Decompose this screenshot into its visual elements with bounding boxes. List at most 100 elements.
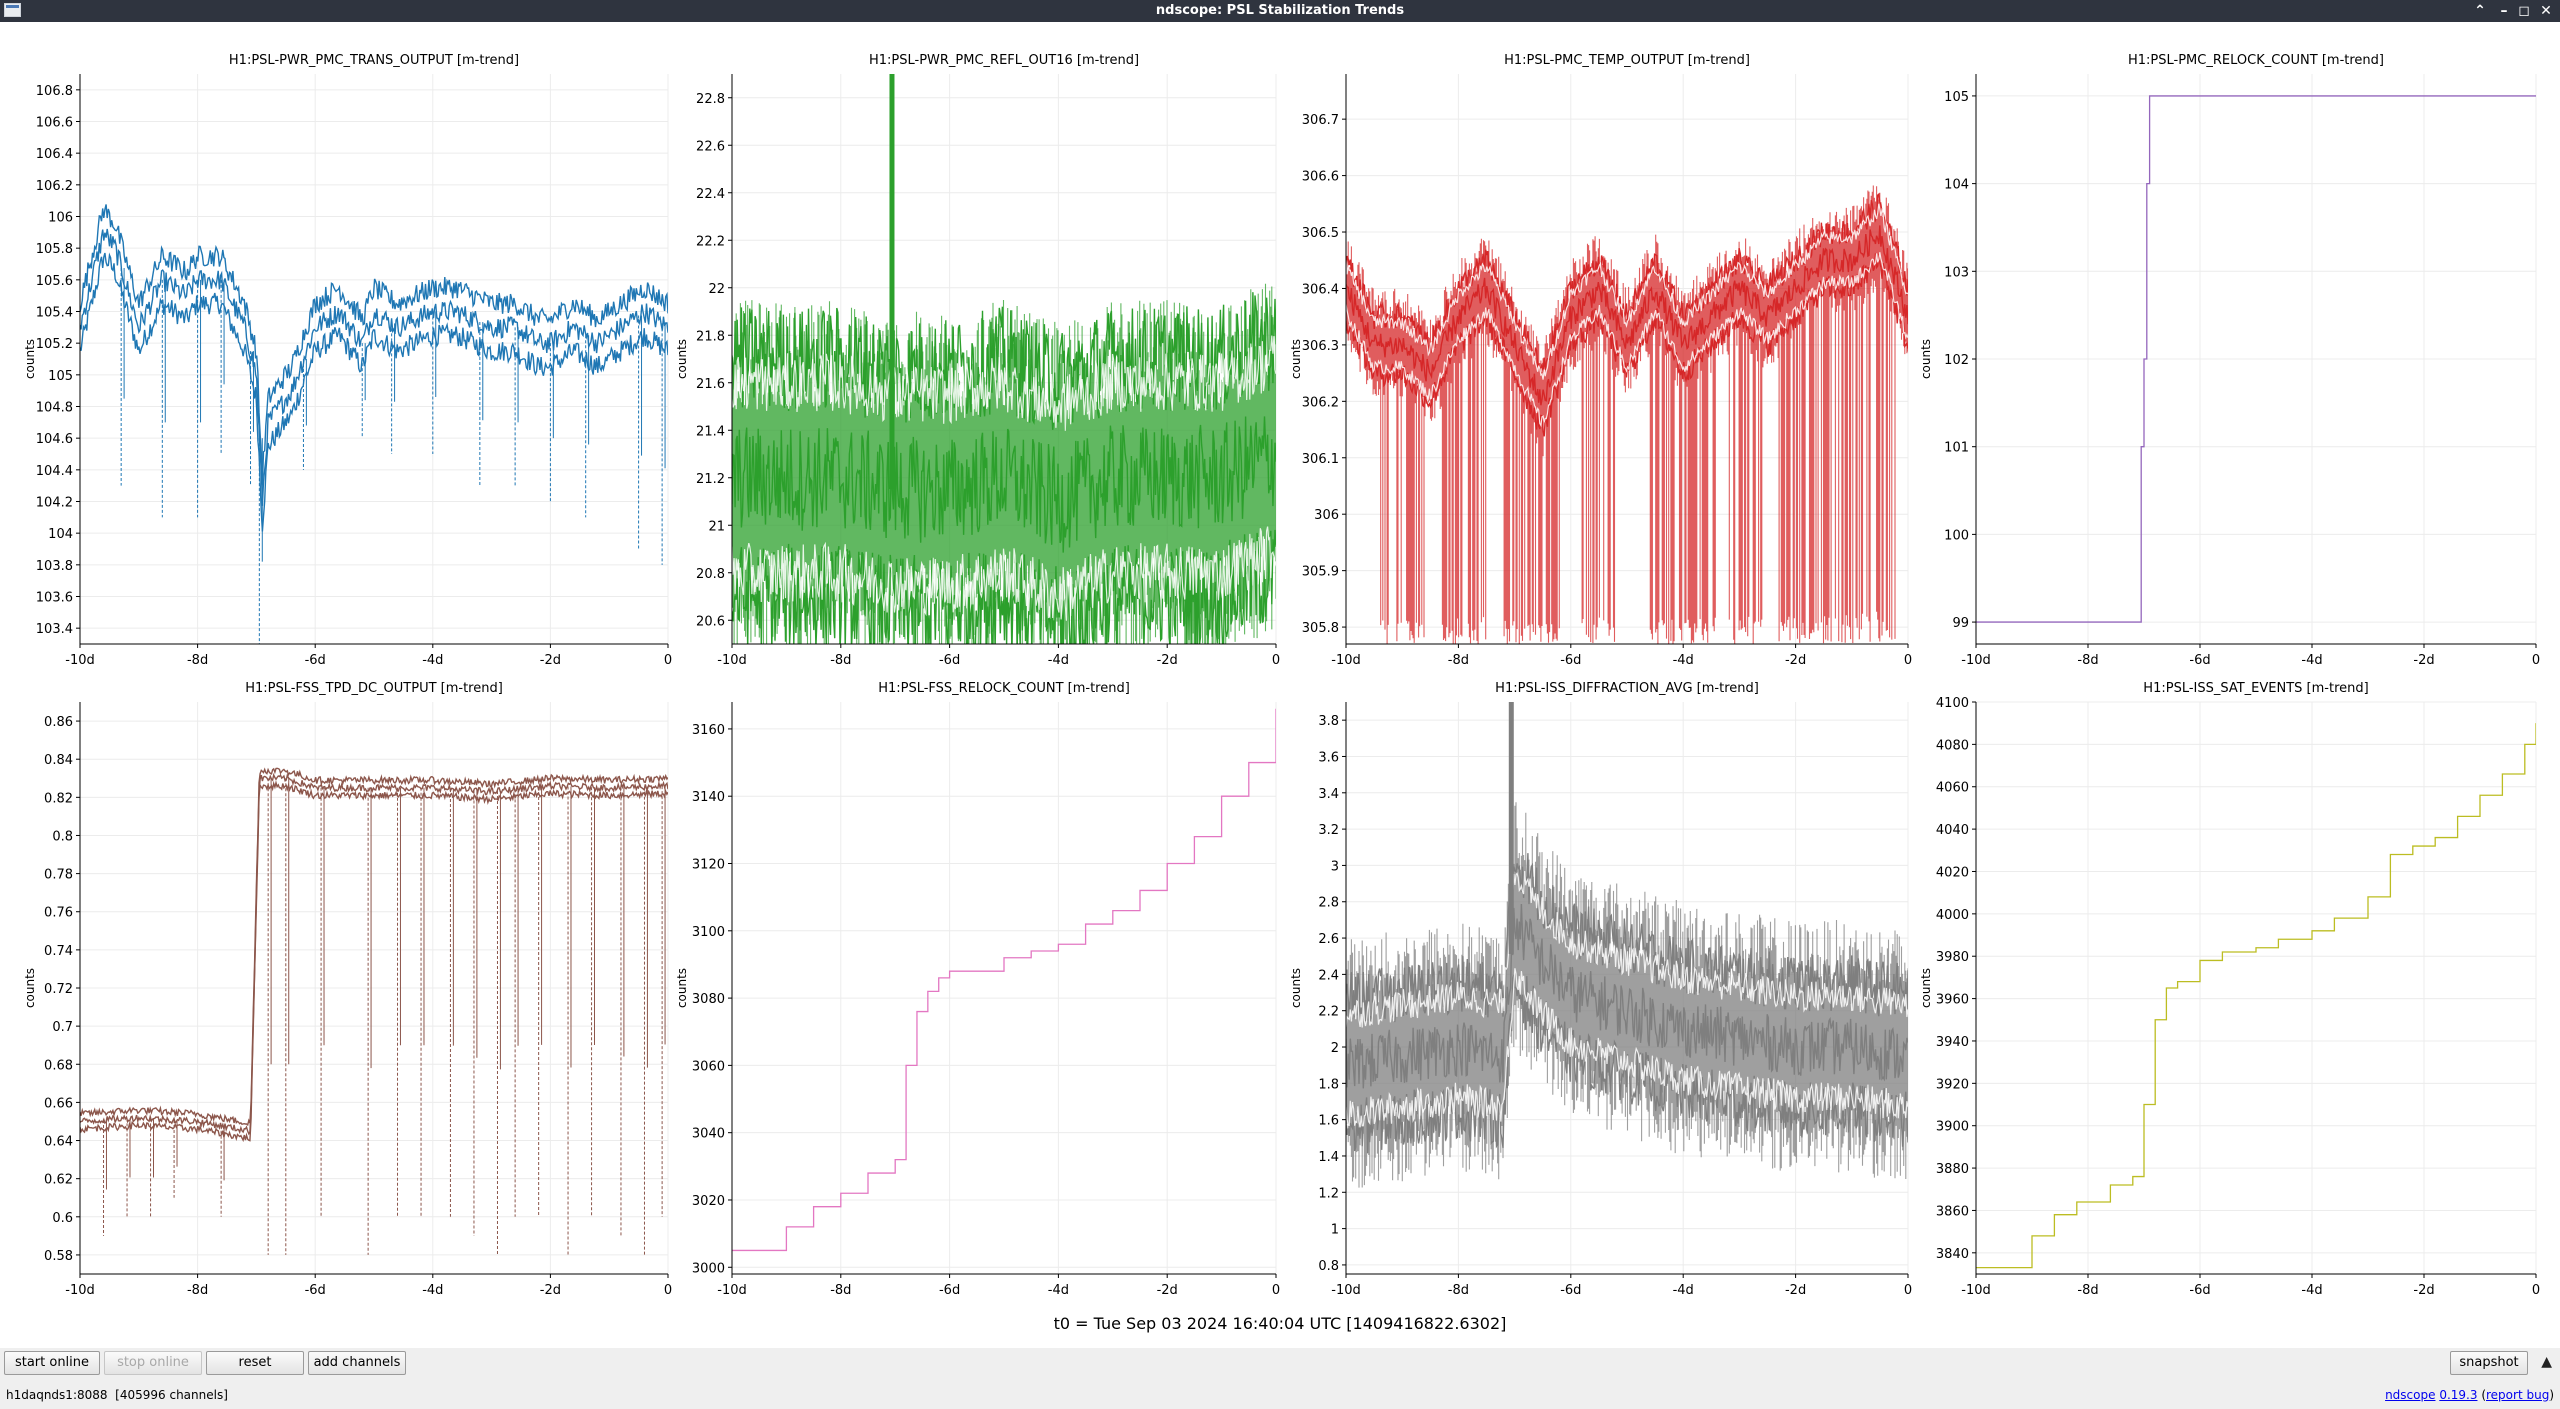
x-tick-label: -4d	[1673, 653, 1694, 668]
series-seam	[1346, 968, 1908, 1128]
stop-online-button[interactable]: stop online	[104, 1351, 202, 1375]
close-icon[interactable]: ✕	[2540, 3, 2552, 19]
y-tick-label: 0.66	[44, 1096, 73, 1111]
plot-panel[interactable]: H1:PSL-ISS_SAT_EVENTS [m-trend] counts 384…	[1919, 681, 2540, 1298]
maximize-icon[interactable]: ◻	[2518, 3, 2530, 19]
version-link[interactable]: 0.19.3	[2439, 1388, 2478, 1402]
plot-panel[interactable]: H1:PSL-ISS_DIFFRACTION_AVG [m-trend] coun…	[1289, 681, 1912, 1298]
channel-count: [405996 channels]	[115, 1388, 228, 1402]
y-tick-label: 306.4	[1302, 282, 1339, 297]
series-line	[1346, 225, 1908, 406]
y-tick-label: 103.8	[36, 559, 73, 574]
add-channels-button[interactable]: add channels	[308, 1351, 406, 1375]
y-tick-label: 103	[1944, 265, 1969, 280]
x-tick-label: -4d	[2301, 653, 2322, 668]
server-address: h1daqnds1:8088	[6, 1388, 108, 1402]
y-tick-label: 106.6	[36, 116, 73, 131]
y-axis-label: counts	[1289, 339, 1303, 379]
y-tick-label: 0.86	[44, 715, 73, 730]
y-tick-label: 4060	[1936, 781, 1969, 796]
y-tick-label: 106.4	[36, 147, 73, 162]
plot-panel[interactable]: H1:PSL-PWR_PMC_TRANS_OUTPUT [m-trend] cou…	[23, 53, 672, 668]
y-tick-label: 0.78	[44, 868, 73, 883]
x-tick-label: 0	[2532, 653, 2540, 668]
y-tick-label: 305.9	[1302, 565, 1339, 580]
y-tick-label: 104.2	[36, 496, 73, 511]
plot-panel[interactable]: H1:PSL-PMC_TEMP_OUTPUT [m-trend] counts 30…	[1289, 53, 1912, 668]
plot-panel[interactable]: H1:PSL-PMC_RELOCK_COUNT [m-trend] counts 9…	[1919, 53, 2540, 668]
y-tick-label: 21.4	[696, 424, 725, 439]
y-tick-label: 2.8	[1318, 896, 1339, 911]
series-line	[80, 772, 668, 1136]
y-tick-label: 306.2	[1302, 395, 1339, 410]
y-tick-label: 3060	[692, 1059, 725, 1074]
y-tick-label: 22.6	[696, 139, 725, 154]
series-seam	[732, 526, 1276, 621]
minimize-icon[interactable]: –	[2500, 3, 2508, 19]
x-tick-label: 0	[664, 1283, 672, 1298]
y-tick-label: 105	[1944, 90, 1969, 105]
y-tick-label: 306.6	[1302, 170, 1339, 185]
plot-series	[1346, 702, 1908, 1188]
y-tick-label: 105.6	[36, 274, 73, 289]
series-line	[1976, 95, 2536, 623]
chevron-up-icon[interactable]: ▲	[2541, 1354, 2552, 1370]
y-tick-label: 103.4	[36, 622, 73, 637]
plot-panel[interactable]: H1:PSL-FSS_TPD_DC_OUTPUT [m-trend] counts…	[23, 681, 672, 1298]
y-tick-label: 0.82	[44, 791, 73, 806]
plot-series	[80, 767, 668, 1255]
y-tick-label: 1.4	[1318, 1150, 1339, 1165]
report-close-paren: )	[2549, 1388, 2554, 1402]
plot-title: H1:PSL-PMC_RELOCK_COUNT [m-trend]	[2128, 53, 2384, 68]
y-tick-label: 4020	[1936, 865, 1969, 880]
x-tick-label: -6d	[1560, 653, 1581, 668]
plot-panel[interactable]: H1:PSL-FSS_RELOCK_COUNT [m-trend]counts3…	[675, 681, 1280, 1298]
y-tick-label: 100	[1944, 528, 1969, 543]
y-tick-label: 0.64	[44, 1135, 73, 1150]
y-tick-label: 99	[1952, 616, 1969, 631]
y-tick-label: 3100	[692, 925, 725, 940]
y-tick-label: 2.2	[1318, 1005, 1339, 1020]
x-tick-label: -8d	[187, 653, 208, 668]
y-tick-label: 0.6	[52, 1211, 73, 1226]
axes	[79, 74, 668, 645]
y-axis-label: counts	[23, 968, 37, 1008]
y-tick-label: 104.4	[36, 464, 73, 479]
y-tick-label: 3000	[692, 1261, 725, 1276]
x-tick-label: -2d	[540, 1283, 561, 1298]
start-online-button[interactable]: start online	[4, 1351, 100, 1375]
plot-panel[interactable]: H1:PSL-PWR_PMC_REFL_OUT16 [m-trend] count…	[675, 53, 1280, 673]
x-tick-label: 0	[2532, 1283, 2540, 1298]
y-tick-label: 105	[48, 369, 73, 384]
x-tick-label: -4d	[1673, 1283, 1694, 1298]
y-tick-label: 0.76	[44, 906, 73, 921]
y-tick-label: 1	[1331, 1223, 1339, 1238]
y-tick-label: 22	[708, 282, 725, 297]
y-tick-label: 2	[1331, 1041, 1339, 1056]
x-tick-label: -6d	[1560, 1283, 1581, 1298]
report-open-paren: (	[2481, 1388, 2486, 1402]
y-tick-label: 4040	[1936, 823, 1969, 838]
y-tick-label: 3.8	[1318, 714, 1339, 729]
y-tick-label: 0.62	[44, 1173, 73, 1188]
ndscope-window-icon[interactable]	[4, 3, 21, 17]
y-tick-label: 0.58	[44, 1249, 73, 1264]
plot-area[interactable]: H1:PSL-PWR_PMC_TRANS_OUTPUT [m-trend] cou…	[0, 22, 2560, 1330]
snapshot-button[interactable]: snapshot	[2450, 1351, 2528, 1375]
x-tick-label: 0	[1272, 653, 1280, 668]
x-tick-label: -4d	[2301, 1283, 2322, 1298]
plot-title: H1:PSL-PMC_TEMP_OUTPUT [m-trend]	[1504, 53, 1750, 68]
app-name-link[interactable]: ndscope	[2385, 1388, 2436, 1402]
y-tick-label: 3900	[1936, 1120, 1969, 1135]
series-line	[80, 767, 668, 1127]
reset-button[interactable]: reset	[206, 1351, 304, 1375]
x-tick-label: 0	[1904, 1283, 1912, 1298]
report-bug-link[interactable]: report bug	[2486, 1388, 2550, 1402]
y-tick-label: 101	[1944, 441, 1969, 456]
x-tick-label: -8d	[2077, 653, 2098, 668]
restore-icon[interactable]: ⌃	[2474, 3, 2486, 19]
y-tick-label: 0.8	[1318, 1259, 1339, 1274]
grid	[731, 702, 1277, 1274]
x-tick-label: 0	[1904, 653, 1912, 668]
y-tick-label: 3140	[692, 790, 725, 805]
